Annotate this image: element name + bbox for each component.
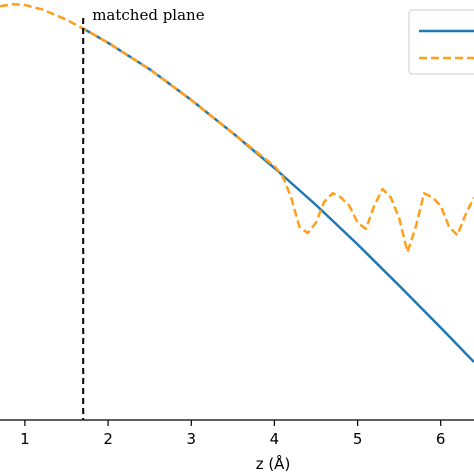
annotation-layer: matched plane <box>82 6 205 420</box>
legend <box>408 9 474 75</box>
plot-background <box>0 0 474 420</box>
matched-plane-label: matched plane <box>92 6 205 24</box>
x-tick-label: 4 <box>270 430 280 448</box>
series-layer <box>0 2 474 363</box>
x-tick-label: 6 <box>436 430 446 448</box>
series-line-dashed <box>0 2 474 254</box>
x-axis-label: z (Å) <box>256 454 291 473</box>
x-tick-label: 2 <box>103 430 113 448</box>
x-tick-label: 3 <box>187 430 197 448</box>
x-tick-label: 5 <box>353 430 363 448</box>
x-ticks: 1 2 3 4 5 6 <box>20 420 445 448</box>
x-tick-label: 1 <box>20 430 30 448</box>
legend-box <box>408 9 474 75</box>
